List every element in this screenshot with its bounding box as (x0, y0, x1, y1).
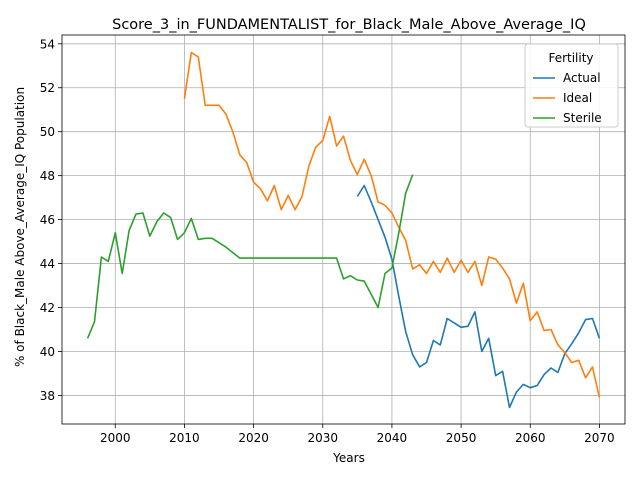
series-lines (86, 51, 601, 409)
x-axis-label: Years (332, 451, 365, 465)
legend: Fertility Actual Ideal Sterile (524, 43, 619, 128)
series-line-sterile (86, 174, 414, 339)
x-tick-label: 2010 (169, 431, 200, 445)
y-tick-label: 54 (40, 37, 55, 51)
chart-title: Score_3_in_FUNDAMENTALIST_for_Black_Male… (112, 17, 586, 33)
y-tick-label: 50 (40, 125, 55, 139)
legend-label-ideal: Ideal (563, 91, 592, 105)
x-tick-label: 2070 (584, 431, 615, 445)
y-tick-label: 48 (40, 169, 55, 183)
legend-items: Actual Ideal Sterile (533, 71, 602, 125)
x-tick-label: 2000 (100, 431, 131, 445)
legend-label-sterile: Sterile (563, 111, 602, 125)
y-tick-label: 42 (40, 301, 55, 315)
x-tick-label: 2050 (446, 431, 477, 445)
y-tick-label: 40 (40, 345, 55, 359)
legend-label-actual: Actual (563, 71, 601, 85)
plot-frame (61, 34, 626, 425)
x-tick-label: 2020 (238, 431, 269, 445)
series-line-actual (356, 184, 601, 409)
x-axis-ticks: 2000 2010 2020 2030 2040 2050 2060 2070 (100, 424, 615, 445)
x-tick-label: 2040 (377, 431, 408, 445)
y-tick-label: 46 (40, 213, 55, 227)
y-axis-ticks: 38 40 42 44 46 48 50 52 54 (40, 37, 62, 403)
legend-title: Fertility (548, 51, 593, 65)
y-axis-label: % of Black_Male Above_Average_IQ Populat… (13, 87, 27, 367)
legend-box (524, 43, 619, 128)
y-tick-label: 44 (40, 257, 55, 271)
x-tick-label: 2060 (515, 431, 546, 445)
series-line-ideal (183, 51, 601, 398)
x-tick-label: 2030 (307, 431, 338, 445)
y-tick-label: 52 (40, 81, 55, 95)
y-tick-label: 38 (40, 389, 55, 403)
